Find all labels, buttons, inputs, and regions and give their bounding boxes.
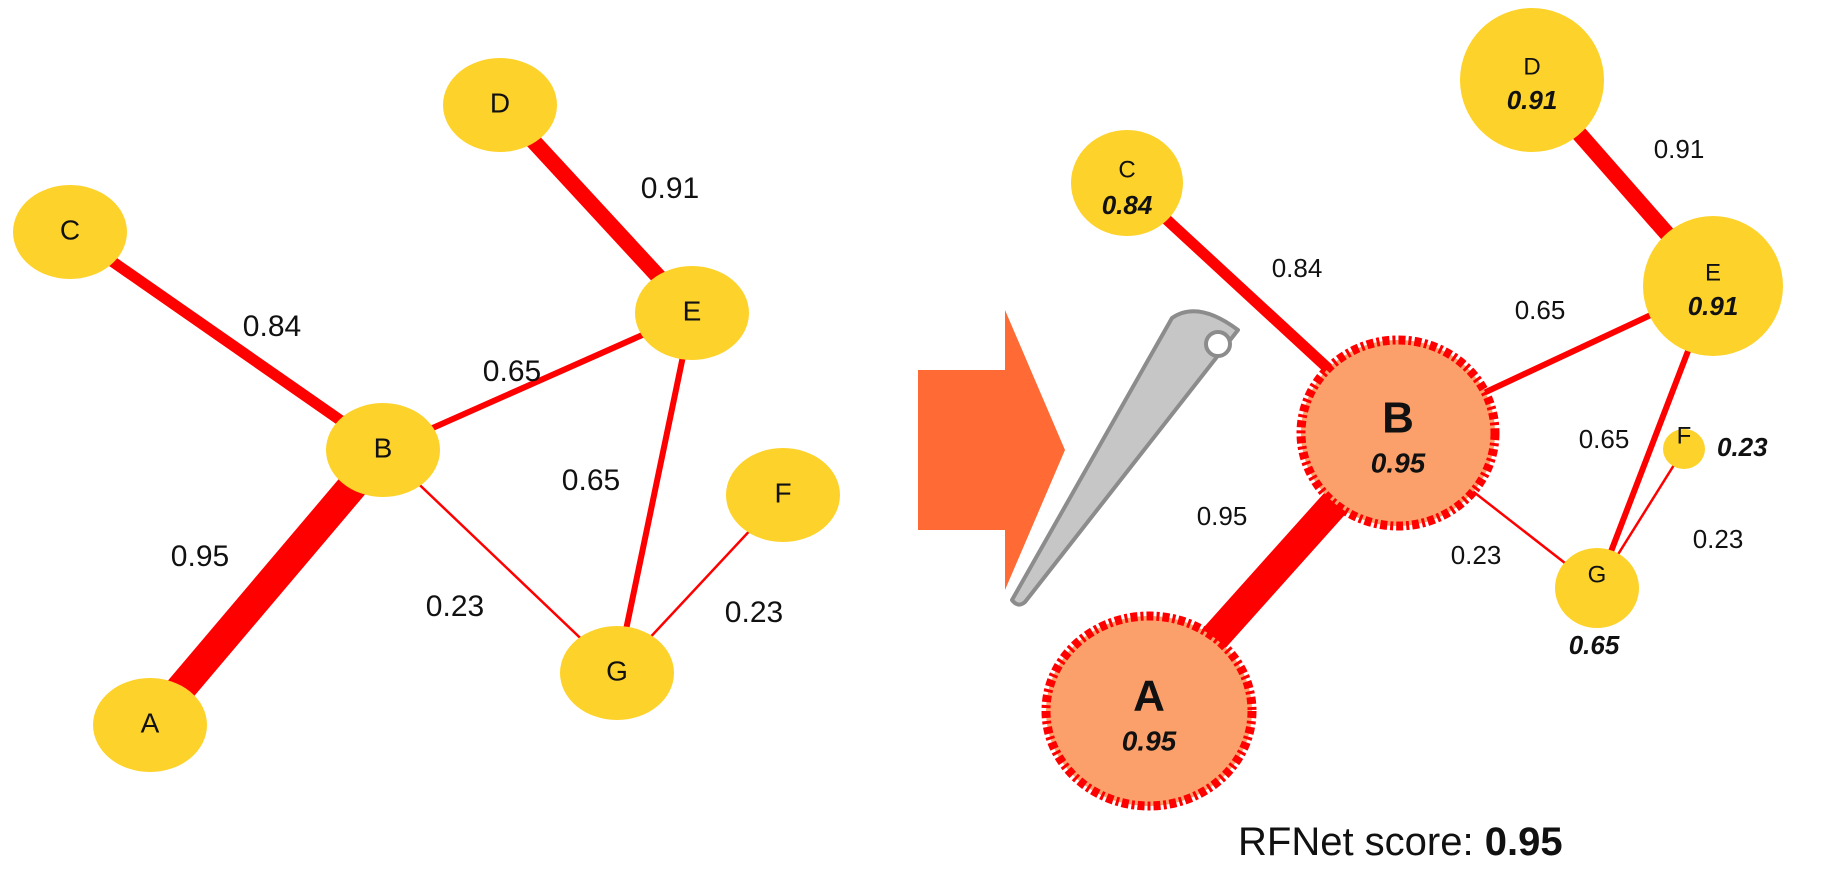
right-node-c: C 0.84 xyxy=(1071,130,1183,236)
left-edge-e-g xyxy=(614,312,695,674)
right-node-b: B 0.95 xyxy=(1296,335,1500,531)
left-node-d: D xyxy=(443,58,557,152)
right-edge-label-a-b: 0.95 xyxy=(1197,501,1248,531)
right-node-e: E 0.91 xyxy=(1643,216,1783,356)
right-node-c-score: 0.84 xyxy=(1102,190,1153,220)
right-edge-label-f-g: 0.23 xyxy=(1693,524,1744,554)
left-node-a-label: A xyxy=(141,707,160,738)
left-node-a: A xyxy=(93,678,207,772)
right-node-f-score: 0.23 xyxy=(1717,432,1768,462)
right-node-b-circle xyxy=(1296,335,1500,531)
right-graph-nodes: A 0.95 B 0.95 C 0.84 D 0.91 E 0.91 F 0.23 G 0.65 xyxy=(1041,8,1783,811)
right-edge-label-c-b: 0.84 xyxy=(1272,253,1323,283)
right-node-d-score: 0.91 xyxy=(1507,85,1558,115)
left-node-e-circle xyxy=(635,266,749,360)
left-node-b-label: B xyxy=(374,432,393,463)
right-edge-label-d-e: 0.91 xyxy=(1654,134,1705,164)
left-node-d-circle xyxy=(443,58,557,152)
left-node-e-label: E xyxy=(683,295,702,326)
right-node-e-score: 0.91 xyxy=(1688,291,1739,321)
right-graph-edge-labels: 0.95 0.84 0.91 0.65 0.65 0.23 0.23 xyxy=(1197,134,1744,570)
left-node-e: E xyxy=(635,266,749,360)
left-node-g-circle xyxy=(560,626,674,720)
transition-arrow-icon xyxy=(918,310,1065,590)
left-node-a-circle xyxy=(93,678,207,772)
left-node-f: F xyxy=(726,448,840,542)
left-edge-label-f-g: 0.23 xyxy=(725,596,783,629)
right-node-a-label: A xyxy=(1133,672,1165,721)
left-edge-label-e-g: 0.65 xyxy=(562,464,620,497)
left-node-f-circle xyxy=(726,448,840,542)
right-node-g-circle xyxy=(1555,548,1639,628)
left-edge-label-d-e: 0.91 xyxy=(641,172,699,205)
right-node-f: F 0.23 xyxy=(1663,422,1768,469)
left-edge-label-b-g: 0.23 xyxy=(426,590,484,623)
left-node-d-label: D xyxy=(490,87,510,118)
left-node-g: G xyxy=(560,626,674,720)
left-edge-label-a-b: 0.95 xyxy=(171,540,229,573)
left-edge-a-b xyxy=(138,440,395,735)
left-node-c-circle xyxy=(13,185,127,279)
right-node-g-score: 0.65 xyxy=(1569,630,1620,660)
right-node-a-circle xyxy=(1041,611,1257,811)
left-node-b: B xyxy=(326,403,440,497)
left-node-c-label: C xyxy=(60,214,80,245)
right-node-b-label: B xyxy=(1382,394,1414,443)
right-node-d-circle xyxy=(1460,8,1604,152)
right-node-f-circle xyxy=(1663,429,1705,469)
right-node-c-circle xyxy=(1071,130,1183,236)
right-edge-label-b-e: 0.65 xyxy=(1515,295,1566,325)
right-edge-label-b-g: 0.23 xyxy=(1451,540,1502,570)
left-node-c: C xyxy=(13,185,127,279)
rfnet-score-value: 0.95 xyxy=(1484,820,1563,864)
right-node-a: A 0.95 xyxy=(1041,611,1257,811)
left-edge-b-g xyxy=(382,449,618,674)
right-node-b-score: 0.95 xyxy=(1371,447,1426,478)
right-node-g: G 0.65 xyxy=(1555,548,1639,660)
rfnet-score-label: RFNet score: xyxy=(1238,820,1485,864)
needle-icon xyxy=(1010,309,1240,607)
right-node-c-label: C xyxy=(1118,156,1135,183)
right-node-d: D 0.91 xyxy=(1460,8,1604,152)
left-edge-label-b-e: 0.65 xyxy=(483,355,541,388)
left-edge-b-e xyxy=(381,310,694,453)
left-edge-label-c-b: 0.84 xyxy=(243,310,301,343)
right-node-f-label: F xyxy=(1677,422,1692,449)
left-edge-c-b xyxy=(66,227,387,455)
right-node-g-label: G xyxy=(1588,561,1607,588)
left-node-b-circle xyxy=(326,403,440,497)
right-node-e-circle xyxy=(1643,216,1783,356)
right-node-a-score: 0.95 xyxy=(1122,725,1177,756)
right-edge-label-e-g: 0.65 xyxy=(1579,424,1630,454)
left-graph-edge-labels: 0.95 0.84 0.91 0.65 0.65 0.23 0.23 xyxy=(171,172,783,629)
left-node-f-label: F xyxy=(774,477,791,508)
rfnet-score: RFNet score: 0.95 xyxy=(1238,820,1718,865)
right-node-e-label: E xyxy=(1705,259,1721,286)
right-node-d-label: D xyxy=(1523,53,1540,80)
left-graph-nodes: A B C D E F G xyxy=(13,58,840,772)
left-node-g-label: G xyxy=(606,655,628,686)
